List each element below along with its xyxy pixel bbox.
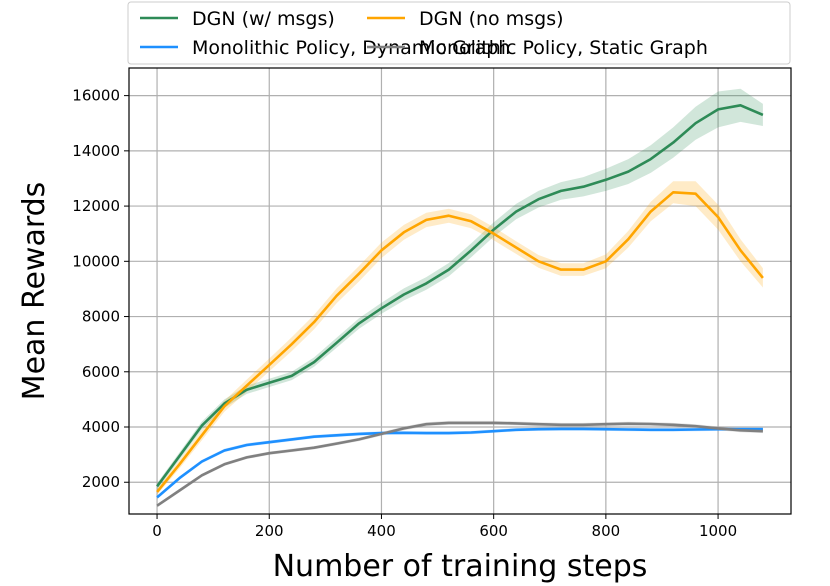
x-tick-label: 400 bbox=[367, 522, 396, 540]
axis-ticks: 0 200 400 600 800 1000 2000 4000 6000 8000 10000 12… bbox=[72, 87, 737, 540]
series-band bbox=[157, 181, 763, 495]
y-tick-label: 8000 bbox=[82, 308, 120, 326]
y-tick-label: 2000 bbox=[82, 473, 120, 491]
series-line bbox=[156, 104, 764, 488]
y-tick-label: 10000 bbox=[72, 252, 120, 270]
y-tick-label: 14000 bbox=[72, 142, 120, 160]
y-tick-label: 12000 bbox=[72, 197, 120, 215]
confidence-bands bbox=[157, 88, 763, 508]
x-tick-label: 200 bbox=[255, 522, 284, 540]
y-tick-label: 6000 bbox=[82, 363, 120, 381]
x-axis-title: Number of training steps bbox=[273, 549, 648, 584]
y-tick-label: 4000 bbox=[82, 418, 120, 436]
legend: DGN (w/ msgs) Monolithic Policy, Dynamic … bbox=[127, 1, 791, 65]
legend-label: Monolithic Policy, Dynamic Graph bbox=[192, 37, 510, 59]
series-band bbox=[157, 88, 763, 490]
y-tick-label: 16000 bbox=[72, 87, 120, 105]
y-axis-title: Mean Rewards bbox=[17, 182, 52, 401]
series-line bbox=[156, 427, 763, 499]
series-line bbox=[156, 191, 764, 493]
x-tick-label: 800 bbox=[592, 522, 621, 540]
series-lines bbox=[156, 104, 764, 507]
plot-frame bbox=[128, 67, 792, 515]
legend-box bbox=[127, 1, 791, 65]
legend-label: DGN (w/ msgs) bbox=[192, 8, 335, 30]
legend-label: Monolithic Policy, Static Graph bbox=[419, 37, 708, 59]
x-tick-label: 600 bbox=[479, 522, 508, 540]
x-tick-label: 0 bbox=[152, 522, 162, 540]
series-line bbox=[156, 421, 763, 507]
legend-label: DGN (no msgs) bbox=[419, 8, 564, 30]
plot-background bbox=[129, 68, 791, 514]
x-tick-label: 1000 bbox=[699, 522, 737, 540]
